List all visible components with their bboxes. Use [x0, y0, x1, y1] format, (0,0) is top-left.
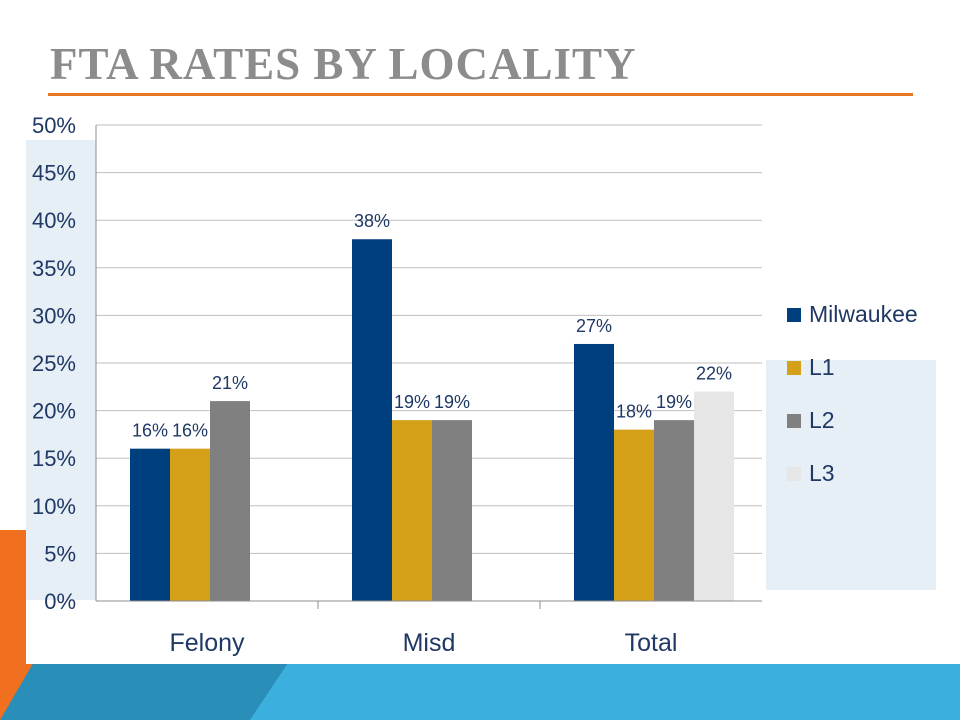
bar-l1-felony	[170, 448, 210, 601]
data-label: 19%	[434, 392, 470, 412]
chart-panel: 16% 16% 21% 38% 19% 19% 27% 18% 19% 22% 0% 5% 10% 15…	[26, 110, 960, 664]
y-tick-label: 30%	[32, 303, 76, 328]
decorative-pattern	[26, 140, 936, 600]
title-underline	[48, 93, 913, 96]
x-tick-label: Felony	[169, 629, 245, 657]
legend-item-milwaukee: Milwaukee	[787, 288, 918, 341]
bar-chart: 16% 16%21%38%19% 19%27%18% 19%22% 0%5%10%15…	[26, 113, 936, 657]
chart-legend: Milwaukee L1 L2 L3	[787, 288, 918, 500]
data-label: 16%	[172, 421, 208, 441]
legend-label-l2: L2	[809, 407, 835, 433]
slide-title: FTA RATES BY LOCALITY	[50, 39, 637, 89]
data-label: 19%	[656, 392, 692, 412]
y-tick-label: 45%	[32, 161, 76, 186]
bar-milwaukee-felony	[130, 448, 170, 601]
bar-milwaukee-total	[574, 343, 614, 601]
legend-item-l3: L3	[787, 447, 918, 500]
bar-l2-felony	[210, 401, 250, 601]
y-tick-label: 5%	[44, 541, 76, 566]
legend-swatch-l3	[787, 466, 801, 481]
x-tick-label: Total	[625, 629, 678, 657]
legend-label-l1: L1	[809, 354, 835, 380]
legend-swatch-l1	[787, 360, 801, 375]
legend-swatch-l2	[787, 413, 801, 428]
data-label: 27%	[576, 316, 612, 336]
y-tick-label: 40%	[32, 208, 76, 233]
y-tick-label: 25%	[32, 351, 76, 376]
bar-l3-total	[694, 391, 734, 601]
data-label: 22%	[696, 364, 732, 384]
legend-label-milwaukee: Milwaukee	[809, 301, 918, 327]
y-tick-label: 0%	[44, 589, 76, 614]
legend-label-l3: L3	[809, 460, 835, 486]
y-tick-label: 20%	[32, 399, 76, 424]
bar-l2-misd	[432, 420, 472, 601]
data-label: 21%	[212, 373, 248, 393]
bar-milwaukee-misd	[352, 239, 392, 602]
data-label: 18%	[616, 402, 652, 422]
bar-l1-misd	[392, 420, 432, 601]
bar-l1-total	[614, 429, 654, 601]
y-tick-label: 50%	[32, 113, 76, 138]
legend-item-l2: L2	[787, 394, 918, 447]
x-tick-label: Misd	[403, 629, 456, 657]
y-tick-label: 15%	[32, 446, 76, 471]
legend-swatch-milwaukee	[787, 307, 801, 322]
y-tick-label: 35%	[32, 256, 76, 281]
y-tick-label: 10%	[32, 494, 76, 519]
data-label: 19%	[394, 392, 430, 412]
data-label: 16%	[132, 421, 168, 441]
legend-item-l1: L1	[787, 341, 918, 394]
data-label: 38%	[354, 211, 390, 231]
bar-l2-total	[654, 420, 694, 601]
